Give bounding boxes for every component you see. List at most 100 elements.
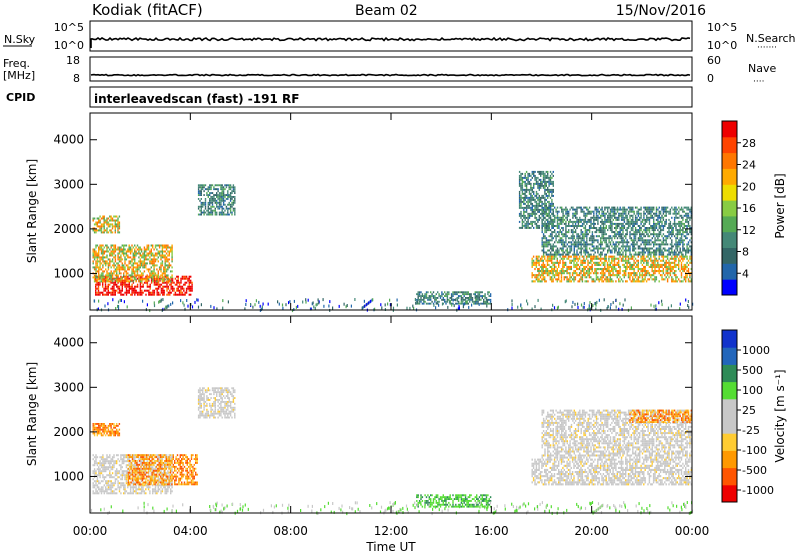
power-echo-cell [547, 186, 549, 189]
power-echo-cell [679, 241, 681, 244]
power-echo-cell [542, 216, 545, 219]
power-echo-cell [559, 261, 561, 264]
power-echo-cell [658, 227, 660, 229]
power-echo-cell [542, 276, 544, 279]
power-echo-cell [686, 255, 688, 258]
power-echo-cell [565, 241, 567, 244]
power-echo-cell [114, 274, 117, 277]
power-echo-cell [606, 276, 609, 279]
power-echo-cell [110, 279, 112, 282]
power-echo-cell [178, 283, 181, 286]
power-echo-cell [197, 192, 200, 194]
power-echo-cell [598, 268, 600, 271]
power-echo-cell [687, 280, 690, 283]
power-echo-cell [611, 229, 613, 232]
power-echo-cell [640, 257, 642, 260]
power-echo-cell [424, 300, 426, 303]
power-echo-cell [99, 229, 101, 232]
power-echo-cell [569, 276, 571, 279]
power-echo-cell [121, 244, 123, 247]
power-echo-cell [639, 218, 641, 221]
power-echo-cell [107, 250, 110, 253]
power-echo-cell [687, 216, 690, 219]
power-noise-cell [520, 303, 522, 307]
power-echo-cell [103, 225, 105, 228]
power-echo-cell [228, 196, 230, 198]
power-echo-cell [489, 300, 492, 303]
power-echo-cell [139, 293, 142, 296]
power-echo-cell [232, 190, 235, 193]
power-echo-cell [676, 255, 678, 258]
power-echo-cell [446, 298, 449, 301]
power-echo-cell [623, 255, 625, 258]
power-echo-cell [213, 186, 215, 189]
power-echo-cell [644, 274, 646, 277]
power-echo-cell [562, 218, 564, 221]
power-echo-cell [658, 272, 660, 275]
power-echo-cell [462, 291, 464, 294]
power-echo-cell [105, 260, 107, 263]
power-echo-cell [636, 212, 638, 215]
power-echo-cell [546, 255, 549, 258]
power-echo-cell [538, 274, 540, 277]
power-echo-cell [450, 298, 453, 301]
power-echo-cell [545, 174, 547, 177]
power-echo-cell [540, 208, 542, 211]
power-echo-cell [110, 278, 112, 281]
power-echo-cell [439, 297, 442, 299]
power-echo-cell [647, 255, 649, 258]
cpid-text: interleavedscan (fast) -191 RF [94, 92, 299, 106]
power-echo-cell [633, 245, 635, 248]
power-echo-cell [634, 233, 637, 236]
power-echo-cell [682, 216, 684, 219]
power-echo-cell [135, 291, 137, 294]
power-echo-cell [518, 176, 521, 179]
power-echo-cell [210, 209, 212, 212]
power-echo-cell [163, 268, 165, 271]
power-echo-cell [518, 214, 521, 217]
power-echo-cell [545, 208, 547, 211]
power-echo-cell [615, 229, 617, 232]
power-echo-cell [420, 300, 422, 303]
power-echo-cell [107, 287, 109, 290]
power-echo-cell [680, 239, 683, 242]
power-echo-cell [221, 211, 223, 214]
power-echo-cell [464, 293, 467, 296]
power-echo-cell [686, 270, 688, 273]
power-echo-cell [651, 261, 653, 264]
power-echo-cell [565, 239, 567, 242]
power-echo-cell [669, 208, 672, 211]
power-echo-cell [551, 194, 553, 197]
power-echo-cell [441, 295, 443, 297]
power-echo-cell [682, 259, 684, 262]
power-echo-cell [214, 213, 216, 216]
power-echo-cell [655, 214, 658, 217]
power-echo-cell [576, 257, 578, 260]
power-echo-cell [556, 222, 559, 225]
power-echo-cell [673, 208, 676, 211]
power-echo-cell [106, 278, 108, 281]
power-echo-cell [121, 293, 123, 296]
power-echo-cell [629, 210, 631, 213]
power-echo-cell [570, 235, 573, 238]
power-echo-cell [583, 268, 585, 271]
power-echo-cell [657, 229, 659, 232]
power-echo-cell [156, 268, 158, 271]
power-noise-cell [281, 303, 284, 307]
power-echo-cell [620, 235, 623, 238]
power-echo-cell [103, 246, 105, 249]
power-echo-cell [420, 291, 422, 294]
power-echo-cell [583, 241, 585, 244]
power-echo-cell [636, 253, 638, 256]
power-noise-cell [458, 305, 460, 308]
power-echo-cell [457, 300, 460, 303]
power-echo-cell [622, 227, 624, 229]
power-echo-cell [114, 246, 117, 249]
power-echo-cell [100, 276, 103, 279]
power-echo-cell [123, 274, 125, 277]
power-echo-cell [598, 216, 600, 219]
power-echo-cell [664, 222, 666, 225]
power-echo-cell [220, 186, 222, 189]
power-echo-cell [150, 274, 152, 277]
power-echo-cell [210, 196, 212, 198]
